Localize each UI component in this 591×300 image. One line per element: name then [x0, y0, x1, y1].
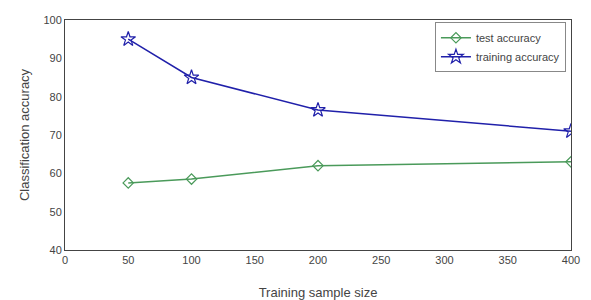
svg-text:80: 80: [50, 91, 62, 103]
svg-text:100: 100: [43, 14, 61, 26]
svg-text:200: 200: [309, 254, 327, 266]
svg-text:100: 100: [182, 254, 200, 266]
svg-text:training accuracy: training accuracy: [476, 51, 560, 63]
svg-text:400: 400: [562, 254, 580, 266]
svg-text:250: 250: [372, 254, 390, 266]
svg-text:Classification accuracy: Classification accuracy: [17, 68, 32, 201]
svg-text:50: 50: [122, 254, 134, 266]
svg-text:0: 0: [62, 254, 68, 266]
svg-text:50: 50: [50, 206, 62, 218]
svg-text:Training sample size: Training sample size: [259, 285, 378, 300]
svg-text:60: 60: [50, 167, 62, 179]
svg-text:350: 350: [499, 254, 517, 266]
svg-text:150: 150: [246, 254, 264, 266]
svg-text:40: 40: [50, 244, 62, 256]
svg-text:test accuracy: test accuracy: [476, 32, 541, 44]
svg-text:300: 300: [435, 254, 453, 266]
svg-text:70: 70: [50, 129, 62, 141]
svg-text:90: 90: [50, 52, 62, 64]
